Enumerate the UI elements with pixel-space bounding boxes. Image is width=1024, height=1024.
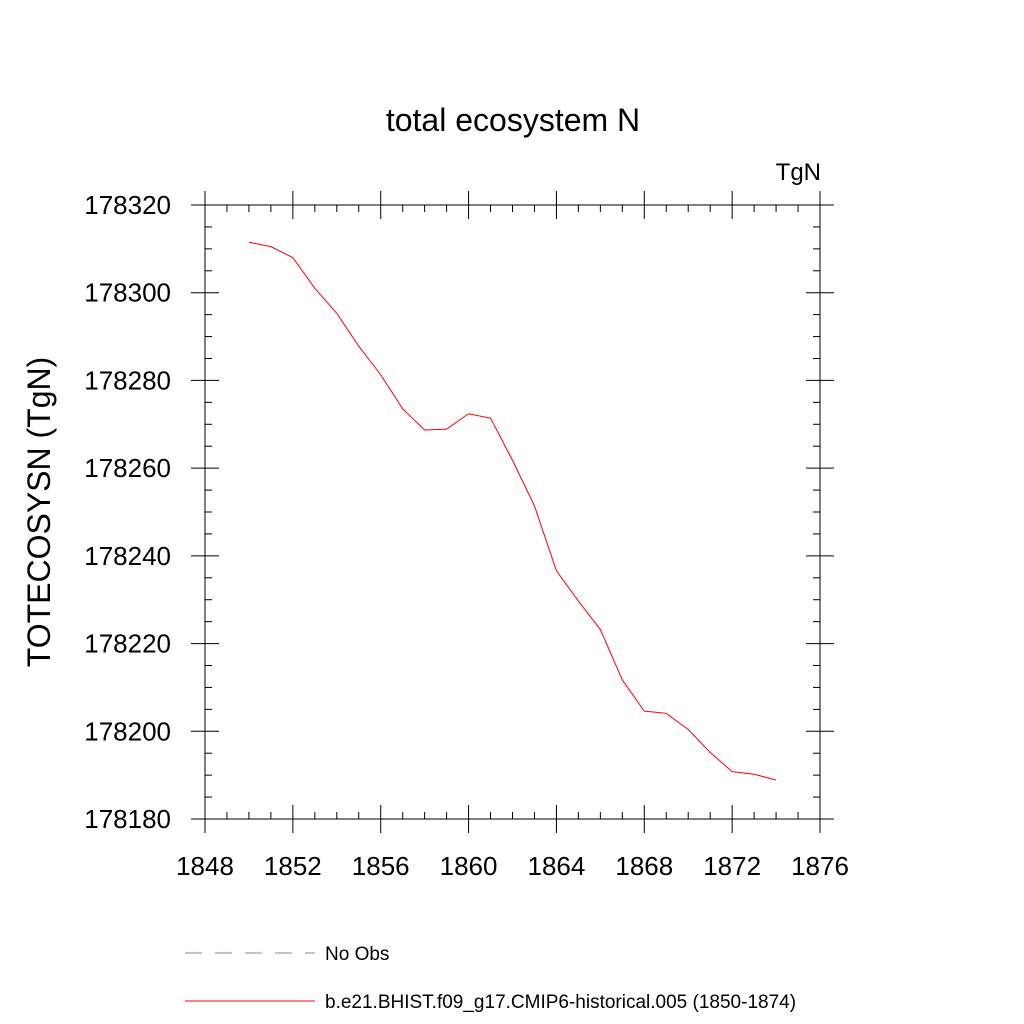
plot-frame [204,204,821,820]
y-axis-label: TOTECOSYSN (TgN) [21,357,57,668]
x-tick-label: 1860 [440,851,498,881]
x-tick-label: 1864 [528,851,586,881]
x-tick-labels: 1848 1852 1856 1860 1864 1868 1872 1876 [176,851,849,881]
x-tick-label: 1872 [703,851,761,881]
chart-title: total ecosystem N [386,102,640,138]
legend: No Obs b.e21.BHIST.f09_g17.CMIP6-histori… [185,944,796,1013]
legend-label-historical: b.e21.BHIST.f09_g17.CMIP6-historical.005… [325,992,796,1013]
x-tick-label: 1876 [791,851,849,881]
y-tick-label: 178180 [84,804,171,834]
y-tick-label: 178300 [84,278,171,308]
y-tick-label: 178260 [84,453,171,483]
y-tick-label: 178240 [84,541,171,571]
units-label: TgN [776,159,821,186]
major-ticks [191,191,834,833]
legend-label-no-obs: No Obs [325,944,389,965]
y-tick-label: 178280 [84,365,171,395]
x-tick-label: 1868 [615,851,673,881]
y-tick-label: 178320 [84,190,171,220]
series-line [248,241,777,781]
series-layer [248,241,777,781]
y-tick-label: 178200 [84,716,171,746]
minor-ticks [205,205,820,819]
x-tick-label: 1848 [176,851,234,881]
y-tick-labels: 178180 178200 178220 178240 178260 178280 1783… [84,190,171,834]
x-tick-label: 1856 [352,851,410,881]
y-tick-label: 178220 [84,629,171,659]
x-tick-label: 1852 [264,851,322,881]
